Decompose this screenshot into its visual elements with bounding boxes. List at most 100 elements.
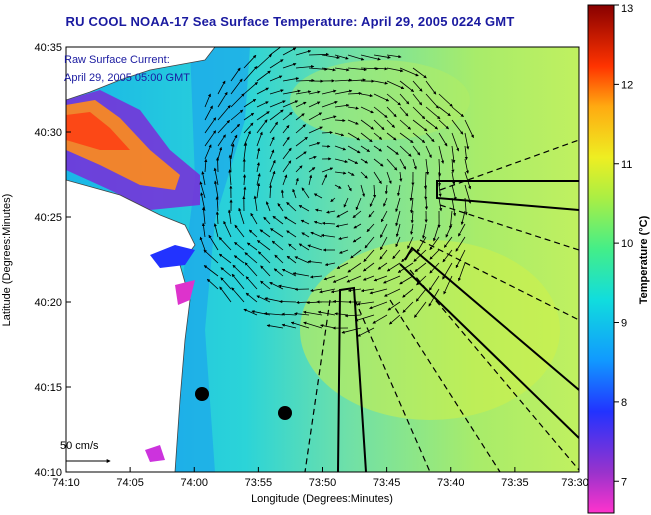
current-vector xyxy=(437,171,442,187)
current-vector xyxy=(347,184,352,192)
current-vector xyxy=(217,146,223,160)
current-vector xyxy=(232,264,245,277)
x-tick-label: 73:40 xyxy=(437,477,465,489)
current-vector xyxy=(451,145,456,164)
current-vector xyxy=(242,174,247,186)
colorbar-label: Temperature (°C) xyxy=(638,215,650,304)
current-vector xyxy=(243,66,258,82)
current-vector xyxy=(443,236,453,248)
current-vector xyxy=(334,132,345,137)
current-vector xyxy=(282,62,297,69)
current-vector xyxy=(230,123,240,134)
current-vector xyxy=(346,275,362,283)
current-vector xyxy=(244,262,258,277)
current-vector xyxy=(336,262,349,269)
y-axis-ticks: 40:35 40:30 40:25 40:20 40:15 40:10 xyxy=(34,42,71,479)
current-vector xyxy=(399,158,407,170)
current-vector xyxy=(199,236,206,251)
colorbar-tick-label: 11 xyxy=(621,159,632,171)
current-vector xyxy=(230,109,244,121)
current-vector xyxy=(250,212,258,225)
current-vector xyxy=(386,54,402,59)
current-vector xyxy=(373,54,391,59)
colorbar-tick-label: 8 xyxy=(621,397,627,409)
current-vector xyxy=(260,265,271,277)
current-vector xyxy=(269,282,284,290)
current-vector xyxy=(425,106,441,120)
current-vector xyxy=(270,228,284,238)
current-vector xyxy=(432,223,440,242)
current-vector xyxy=(410,223,414,235)
current-vector xyxy=(321,54,340,60)
current-vector xyxy=(213,180,219,199)
current-vector xyxy=(384,184,388,195)
current-vector xyxy=(215,157,220,173)
current-vector xyxy=(396,184,401,197)
current-vector xyxy=(277,203,284,212)
current-vector xyxy=(279,299,297,304)
current-vector xyxy=(364,236,375,249)
current-vector xyxy=(282,100,299,108)
y-tick-label: 40:25 xyxy=(34,212,62,224)
current-vector xyxy=(307,260,323,264)
current-vector xyxy=(282,147,292,160)
current-vector xyxy=(347,158,359,164)
colorbar-tick-label: 13 xyxy=(621,3,633,15)
current-vector xyxy=(295,177,299,186)
current-vector xyxy=(334,78,353,82)
current-vector xyxy=(332,275,349,283)
sst-field xyxy=(66,47,579,472)
current-vector xyxy=(354,314,375,322)
x-axis-label: Longitude (Degrees:Minutes) xyxy=(251,493,393,505)
current-vector xyxy=(369,301,388,310)
current-vector xyxy=(386,80,405,89)
current-vector xyxy=(383,275,401,284)
current-vector xyxy=(245,292,258,303)
current-vector xyxy=(256,182,261,199)
current-vector xyxy=(438,106,451,117)
current-vector xyxy=(412,93,423,106)
current-vector xyxy=(324,262,336,267)
current-vector xyxy=(438,197,443,212)
current-vector xyxy=(295,151,307,160)
map-title: RU COOL NOAA-17 Sea Surface Temperature:… xyxy=(65,14,515,29)
current-vector xyxy=(259,229,271,238)
current-vector xyxy=(282,47,297,56)
current-vector xyxy=(455,249,466,269)
current-vector xyxy=(399,132,414,144)
current-vector xyxy=(204,158,208,173)
current-vector xyxy=(217,120,230,134)
current-vector xyxy=(384,288,401,297)
current-vector xyxy=(347,132,361,141)
current-vector xyxy=(201,206,206,225)
current-vector xyxy=(373,184,377,199)
current-vector xyxy=(373,80,389,85)
current-vector xyxy=(347,171,355,176)
current-vector xyxy=(269,170,276,186)
current-vector xyxy=(256,54,272,69)
current-vector xyxy=(455,236,466,252)
current-vector xyxy=(343,197,349,208)
current-vector xyxy=(399,145,412,157)
current-vector xyxy=(321,221,336,225)
current-vector xyxy=(256,131,263,147)
current-vector xyxy=(215,211,219,225)
current-vector xyxy=(243,54,257,69)
current-vector xyxy=(206,278,219,290)
current-vector xyxy=(272,215,284,225)
current-vector xyxy=(228,169,232,186)
current-vector xyxy=(334,158,349,164)
current-vector xyxy=(423,171,428,190)
current-vector xyxy=(347,78,366,82)
current-vector xyxy=(373,275,388,282)
current-vector xyxy=(412,67,427,79)
current-vector xyxy=(353,223,362,229)
current-vector xyxy=(281,312,297,316)
current-vector xyxy=(412,132,426,143)
current-vector xyxy=(292,272,310,277)
current-vector xyxy=(308,112,323,121)
current-vector xyxy=(274,254,284,264)
current-vector xyxy=(410,210,414,224)
current-vector xyxy=(438,93,453,107)
